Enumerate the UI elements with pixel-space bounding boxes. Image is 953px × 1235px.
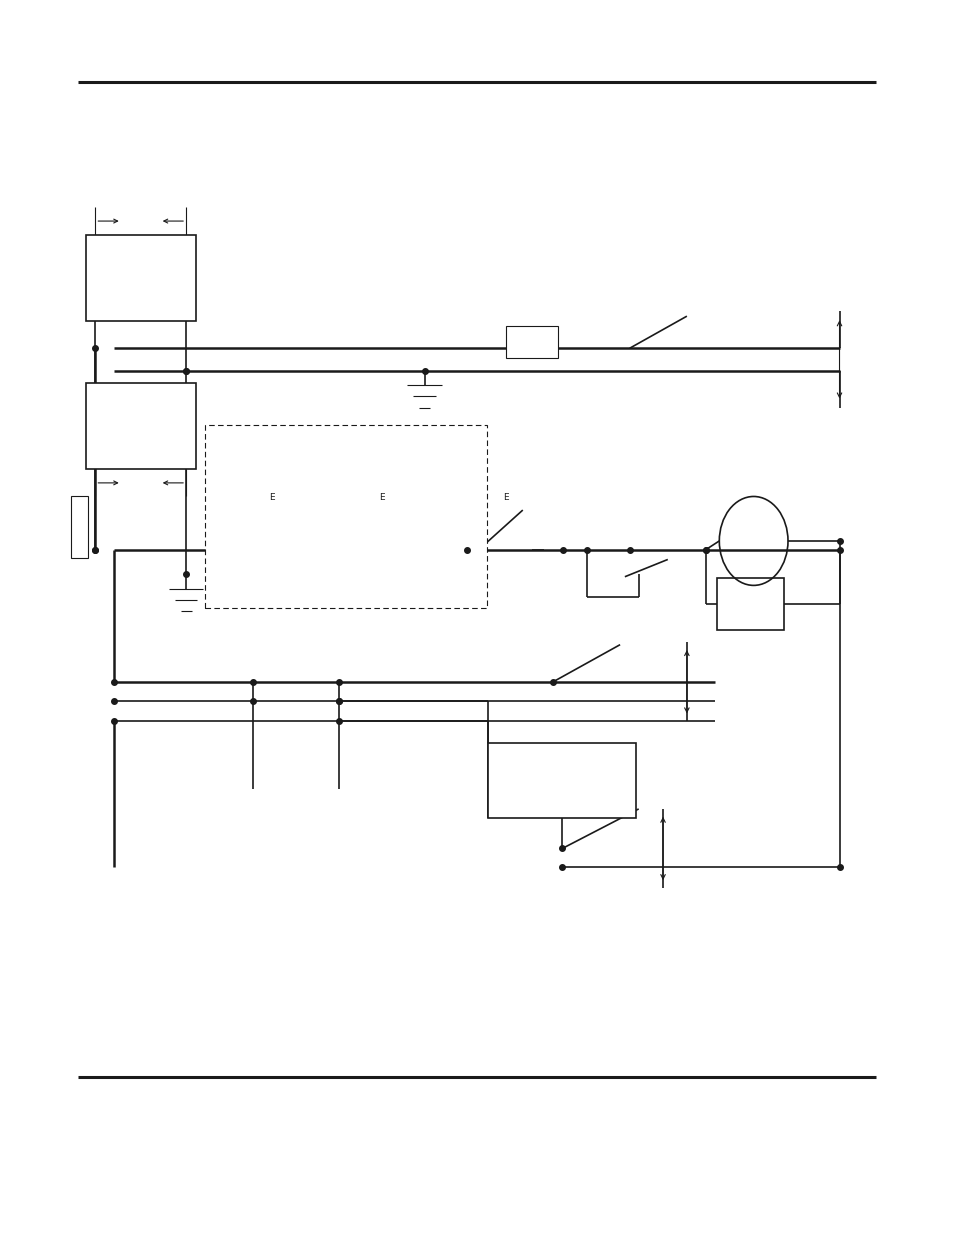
Bar (71, 496, 88, 558)
Bar (505, 326, 558, 358)
Bar (86, 235, 195, 321)
Text: E: E (378, 493, 384, 503)
Bar (488, 743, 636, 818)
Bar (205, 425, 486, 608)
Text: E: E (269, 493, 274, 503)
Bar (717, 578, 783, 630)
Bar (86, 383, 195, 469)
Text: E: E (502, 493, 508, 503)
